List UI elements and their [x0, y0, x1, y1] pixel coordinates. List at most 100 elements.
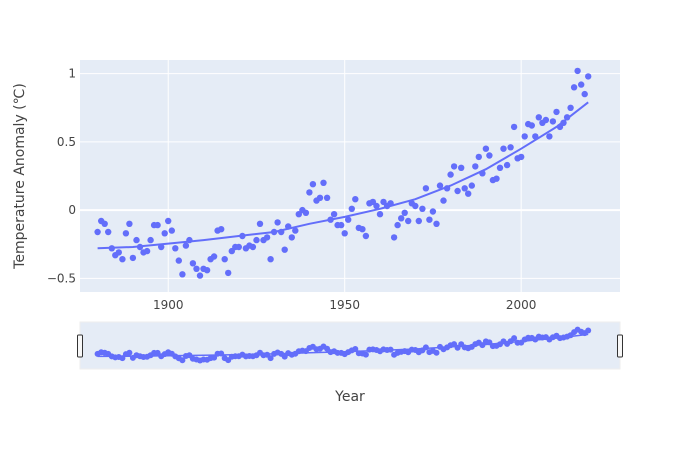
- data-point[interactable]: [189, 260, 197, 267]
- data-point[interactable]: [172, 245, 179, 252]
- data-point[interactable]: [528, 122, 535, 129]
- data-point[interactable]: [168, 227, 175, 234]
- data-point[interactable]: [101, 220, 108, 227]
- data-point[interactable]: [179, 271, 186, 278]
- data-point[interactable]: [380, 198, 387, 206]
- data-point[interactable]: [348, 205, 355, 212]
- data-point[interactable]: [373, 202, 380, 210]
- data-point[interactable]: [105, 228, 112, 236]
- data-point[interactable]: [479, 170, 486, 177]
- data-point[interactable]: [154, 221, 161, 229]
- data-point[interactable]: [426, 216, 433, 223]
- data-point[interactable]: [302, 209, 310, 216]
- data-point[interactable]: [129, 254, 137, 262]
- data-point[interactable]: [518, 153, 525, 161]
- data-point[interactable]: [345, 216, 352, 223]
- data-point[interactable]: [546, 133, 553, 140]
- data-point[interactable]: [175, 257, 182, 264]
- data-point[interactable]: [221, 256, 228, 263]
- data-point[interactable]: [218, 226, 225, 233]
- data-point[interactable]: [330, 211, 338, 218]
- data-point[interactable]: [316, 194, 324, 201]
- data-point[interactable]: [415, 217, 422, 225]
- data-point[interactable]: [570, 84, 578, 91]
- data-point[interactable]: [182, 242, 190, 249]
- data-point[interactable]: [253, 236, 260, 244]
- data-point[interactable]: [161, 230, 168, 237]
- data-point[interactable]: [482, 145, 490, 152]
- data-point[interactable]: [133, 236, 140, 244]
- data-point[interactable]: [338, 221, 345, 229]
- data-point[interactable]: [323, 194, 331, 201]
- data-point[interactable]: [440, 197, 447, 204]
- data-point[interactable]: [263, 234, 271, 241]
- data-point[interactable]: [210, 253, 218, 260]
- data-point[interactable]: [270, 228, 278, 236]
- data-point[interactable]: [288, 234, 295, 241]
- data-point[interactable]: [281, 246, 288, 253]
- data-point[interactable]: [327, 216, 334, 223]
- data-point[interactable]: [196, 272, 204, 279]
- data-point[interactable]: [359, 226, 366, 233]
- data-point[interactable]: [119, 256, 126, 263]
- data-point[interactable]: [341, 230, 348, 237]
- data-point[interactable]: [549, 118, 557, 125]
- data-point[interactable]: [387, 200, 394, 207]
- data-point[interactable]: [553, 108, 560, 116]
- data-point[interactable]: [436, 182, 444, 189]
- data-point[interactable]: [186, 236, 193, 244]
- data-point[interactable]: [398, 215, 405, 222]
- data-point[interactable]: [472, 163, 479, 170]
- data-point[interactable]: [376, 211, 384, 218]
- data-point[interactable]: [503, 161, 511, 169]
- data-point[interactable]: [500, 145, 507, 152]
- data-point[interactable]: [136, 243, 144, 251]
- data-point[interactable]: [143, 247, 151, 255]
- data-point[interactable]: [394, 221, 401, 229]
- data-point[interactable]: [532, 133, 539, 140]
- range-slider-track[interactable]: [79, 321, 621, 370]
- data-point[interactable]: [535, 114, 542, 121]
- range-slider-left-handle[interactable]: [77, 334, 83, 358]
- data-point[interactable]: [158, 243, 165, 251]
- data-point[interactable]: [147, 236, 154, 244]
- data-point[interactable]: [390, 234, 398, 241]
- data-point[interactable]: [454, 187, 461, 195]
- data-point[interactable]: [574, 67, 581, 75]
- data-point[interactable]: [362, 232, 370, 240]
- data-point[interactable]: [493, 175, 500, 182]
- data-point[interactable]: [278, 228, 285, 236]
- data-point[interactable]: [450, 163, 458, 170]
- data-point[interactable]: [320, 179, 327, 186]
- data-point[interactable]: [461, 185, 468, 192]
- data-point[interactable]: [475, 153, 482, 161]
- data-point[interactable]: [249, 243, 257, 251]
- data-point[interactable]: [306, 189, 313, 196]
- data-point[interactable]: [429, 208, 437, 215]
- data-point[interactable]: [203, 267, 211, 274]
- data-point[interactable]: [285, 223, 292, 230]
- data-point[interactable]: [239, 232, 246, 240]
- data-point[interactable]: [422, 185, 430, 192]
- data-point[interactable]: [122, 230, 130, 237]
- data-point[interactable]: [578, 81, 585, 88]
- data-point[interactable]: [115, 249, 123, 256]
- data-point[interactable]: [225, 269, 232, 277]
- range-slider-right-handle[interactable]: [617, 334, 623, 358]
- data-point[interactable]: [108, 245, 116, 252]
- data-point[interactable]: [165, 217, 172, 225]
- data-point[interactable]: [521, 133, 528, 140]
- data-point[interactable]: [256, 220, 264, 227]
- data-point[interactable]: [567, 104, 574, 112]
- data-point[interactable]: [405, 217, 412, 225]
- data-point[interactable]: [563, 114, 571, 121]
- data-point[interactable]: [419, 205, 426, 212]
- data-point[interactable]: [496, 164, 504, 171]
- data-point[interactable]: [585, 73, 592, 80]
- main-plot-area[interactable]: [80, 60, 620, 292]
- data-point[interactable]: [581, 90, 588, 98]
- data-point[interactable]: [486, 152, 493, 159]
- data-point[interactable]: [274, 219, 281, 226]
- data-point[interactable]: [235, 243, 242, 251]
- data-point[interactable]: [295, 211, 302, 218]
